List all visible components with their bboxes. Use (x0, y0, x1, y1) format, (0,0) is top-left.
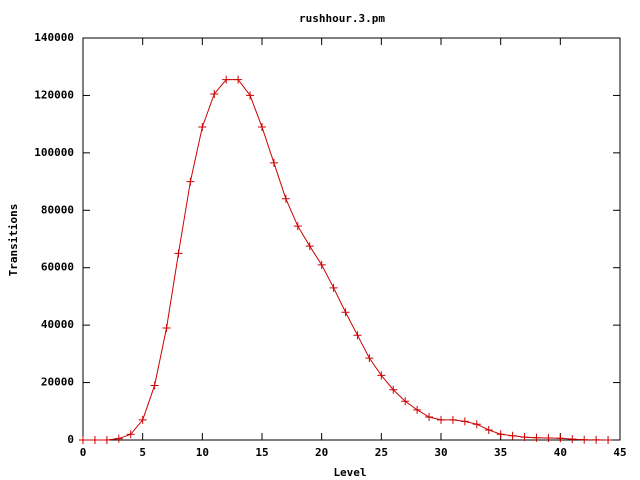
point-marker (413, 405, 422, 414)
point-marker (210, 89, 219, 98)
point-marker (198, 123, 207, 132)
point-marker (138, 415, 147, 424)
point-marker (496, 430, 505, 439)
point-marker (126, 430, 135, 439)
point-marker (222, 75, 231, 84)
point-marker (102, 436, 111, 444)
x-tick-label: 25 (375, 446, 388, 459)
x-tick-label: 30 (434, 446, 447, 459)
point-marker (508, 431, 517, 440)
x-axis-label: Level (333, 466, 366, 479)
point-marker (281, 194, 290, 203)
point-marker (544, 433, 553, 442)
point-marker (150, 381, 159, 390)
y-tick-label: 20000 (41, 376, 74, 389)
point-marker (532, 433, 541, 442)
point-marker (568, 435, 577, 444)
x-tick-label: 45 (613, 446, 626, 459)
point-marker (246, 91, 255, 100)
point-marker (556, 434, 565, 443)
point-marker (353, 331, 362, 340)
x-tick-label: 0 (80, 446, 87, 459)
y-tick-label: 120000 (34, 88, 74, 101)
point-marker (472, 420, 481, 429)
x-tick-label: 20 (315, 446, 328, 459)
x-tick-label: 35 (494, 446, 507, 459)
x-tick-label: 15 (255, 446, 268, 459)
point-marker (114, 434, 123, 443)
point-marker (365, 354, 374, 363)
point-marker (234, 75, 243, 84)
point-marker (377, 371, 386, 380)
x-tick-label: 5 (139, 446, 146, 459)
y-axis-label: Transitions (7, 204, 20, 277)
point-marker (90, 436, 99, 444)
y-tick-label: 40000 (41, 318, 74, 331)
point-marker (162, 324, 171, 333)
x-tick-label: 40 (554, 446, 567, 459)
y-tick-label: 60000 (41, 261, 74, 274)
point-marker (389, 385, 398, 394)
y-tick-label: 100000 (34, 146, 74, 159)
point-marker (592, 435, 601, 444)
point-marker (425, 413, 434, 422)
point-marker (258, 123, 266, 132)
plot-border (82, 37, 621, 441)
y-tick-label: 140000 (34, 31, 74, 44)
point-marker (460, 417, 469, 426)
point-marker (520, 433, 529, 442)
x-tick-label: 10 (196, 446, 209, 459)
point-marker (604, 435, 613, 444)
point-marker (341, 308, 350, 317)
point-marker (317, 260, 326, 269)
point-marker (580, 435, 589, 444)
point-marker (269, 158, 278, 167)
chart-title: rushhour.3.pm (299, 12, 385, 25)
y-tick-label: 0 (67, 433, 74, 446)
point-marker (174, 249, 183, 258)
point-marker (293, 222, 302, 231)
point-marker (401, 397, 410, 406)
point-marker (305, 242, 314, 251)
point-marker (329, 283, 338, 292)
point-marker (484, 425, 493, 434)
y-tick-label: 80000 (41, 203, 74, 216)
point-marker (79, 436, 87, 444)
point-marker (437, 415, 445, 424)
point-marker (448, 415, 457, 424)
point-marker (186, 177, 195, 186)
